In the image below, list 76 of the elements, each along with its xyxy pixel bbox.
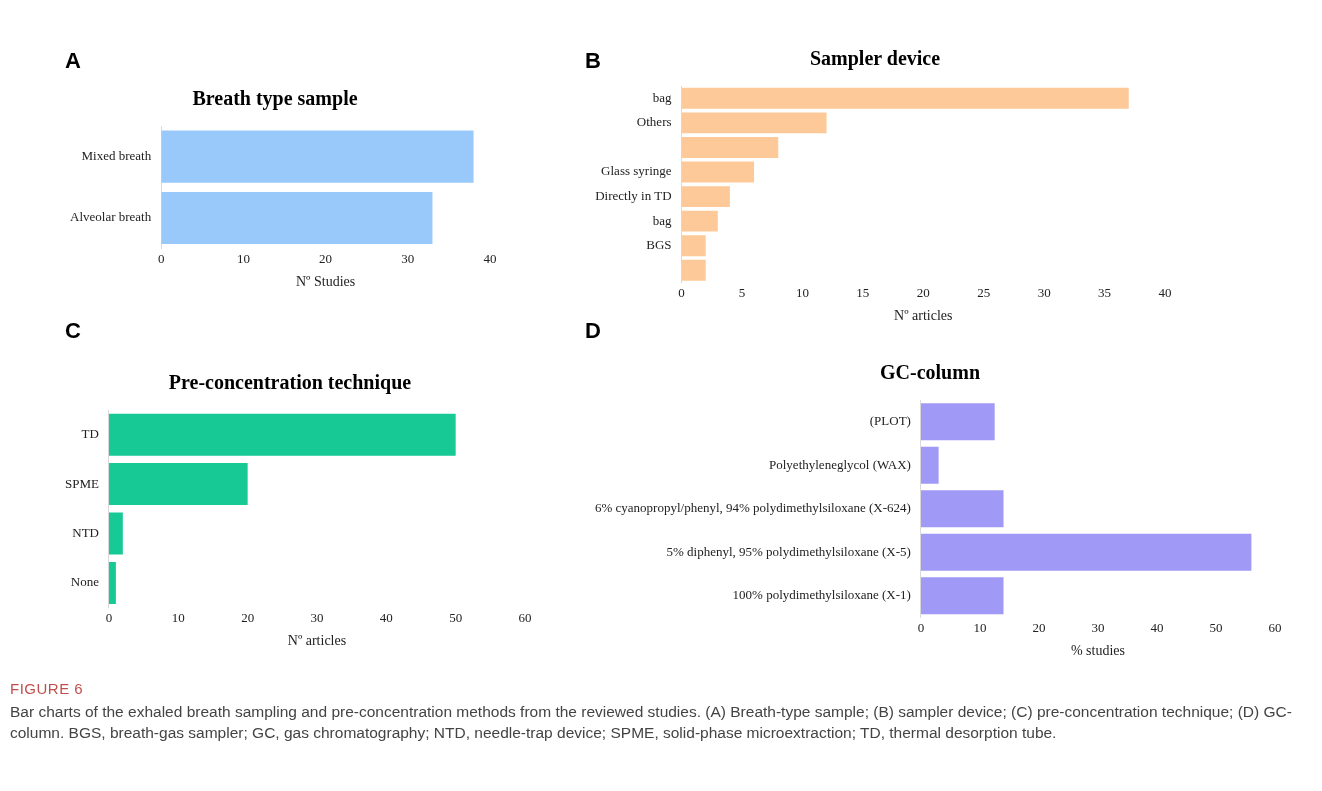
x-tick-label: 40 <box>1158 284 1172 300</box>
y-tick-label: Glass syringe <box>601 163 672 179</box>
x-tick-label: 20 <box>916 284 930 300</box>
bar <box>681 186 730 208</box>
text: C <box>65 318 81 344</box>
x-tick-label: 10 <box>236 250 250 266</box>
x-tick-label: 15 <box>856 284 870 300</box>
text: D <box>585 318 601 344</box>
x-tick-label: 0 <box>157 250 165 266</box>
y-tick-label: Polyethyleneglycol (WAX) <box>769 456 911 472</box>
x-tick-label: 40 <box>1150 619 1164 635</box>
x-tick-label: 60 <box>518 609 532 625</box>
chart-title: Sampler device <box>809 47 941 71</box>
x-tick-label: 30 <box>401 250 415 266</box>
x-axis-title: Nº articles <box>287 633 347 649</box>
x-tick-label: 0 <box>105 609 113 625</box>
bar <box>920 490 1004 528</box>
y-tick-label: Mixed breath <box>81 148 152 164</box>
bar <box>920 577 1004 615</box>
x-tick-label: 30 <box>1091 619 1105 635</box>
x-tick-label: 60 <box>1268 619 1282 635</box>
x-tick-label: 50 <box>449 609 463 625</box>
bar <box>681 136 779 158</box>
bar <box>920 403 995 441</box>
y-tick-label: Alveolar breath <box>69 209 152 225</box>
text: B <box>585 48 601 74</box>
y-tick-label: 100% polydimethylsiloxane (X-1) <box>732 587 911 603</box>
chart-title: Pre-concentration technique <box>168 371 412 395</box>
caption: FIGURE 6 <box>10 680 85 697</box>
y-tick-label: NTD <box>72 524 99 540</box>
bar <box>108 413 456 456</box>
x-tick-label: 30 <box>1037 284 1051 300</box>
bar <box>681 87 1129 109</box>
text: A <box>65 48 81 74</box>
bar <box>108 561 116 604</box>
bar <box>681 259 706 281</box>
y-tick-label: Directly in TD <box>595 188 672 204</box>
x-tick-label: 35 <box>1098 284 1112 300</box>
x-tick-label: 20 <box>1032 619 1046 635</box>
bar <box>108 512 123 555</box>
y-tick-label: bag <box>652 89 673 105</box>
y-tick-label: (PLOT) <box>869 413 911 429</box>
bar <box>920 446 939 484</box>
bar <box>681 112 827 134</box>
x-axis-title: Nº articles <box>894 308 953 324</box>
y-tick-label: bag <box>652 212 673 228</box>
x-tick-label: 5 <box>738 284 746 300</box>
x-tick-label: 20 <box>241 609 255 625</box>
bar <box>681 161 755 183</box>
x-tick-label: 10 <box>171 609 185 625</box>
bar <box>108 463 248 506</box>
y-tick-label: None <box>70 574 100 590</box>
x-tick-label: 10 <box>795 284 809 300</box>
y-tick-label: 6% cyanopropyl/phenyl, 94% polydimethylsiloxane (X-624) <box>594 500 911 516</box>
x-tick-label: 40 <box>379 609 393 625</box>
chart-title: Breath type sample <box>192 87 358 111</box>
x-tick-label: 0 <box>917 619 925 635</box>
chart-title: GC-column <box>880 361 980 384</box>
x-tick-label: 50 <box>1209 619 1223 635</box>
x-tick-label: 10 <box>973 619 987 635</box>
x-tick-label: 25 <box>977 284 991 300</box>
x-axis-title: % studies <box>1070 643 1125 659</box>
x-tick-label: 40 <box>483 250 497 266</box>
x-tick-label: 20 <box>319 250 333 266</box>
y-tick-label: Others <box>636 114 672 130</box>
bar <box>681 235 706 257</box>
x-tick-label: 0 <box>678 284 685 300</box>
x-tick-label: 30 <box>310 609 324 625</box>
x-axis-title: Nº Studies <box>296 274 356 290</box>
y-tick-label: BGS <box>646 237 672 253</box>
bar <box>920 533 1252 571</box>
y-tick-label: TD <box>81 426 99 442</box>
y-tick-label: 5% diphenyl, 95% polydimethylsiloxane (X-5) <box>666 543 911 559</box>
text: Bar charts of the exhaled breath sampling and pre-concentration methods from the reviewed studies. (A) Breath-type sample; (B) sampler device; (C) pre-concentration technique; (D) GC-column. BGS, breath-gas sampler; GC, gas chromatography; NTD, needle-trap device; SPME, solid-phase microextraction; TD, thermal desorption tube. <box>10 702 1293 743</box>
bar <box>681 210 718 232</box>
y-tick-label: SPME <box>64 475 100 491</box>
